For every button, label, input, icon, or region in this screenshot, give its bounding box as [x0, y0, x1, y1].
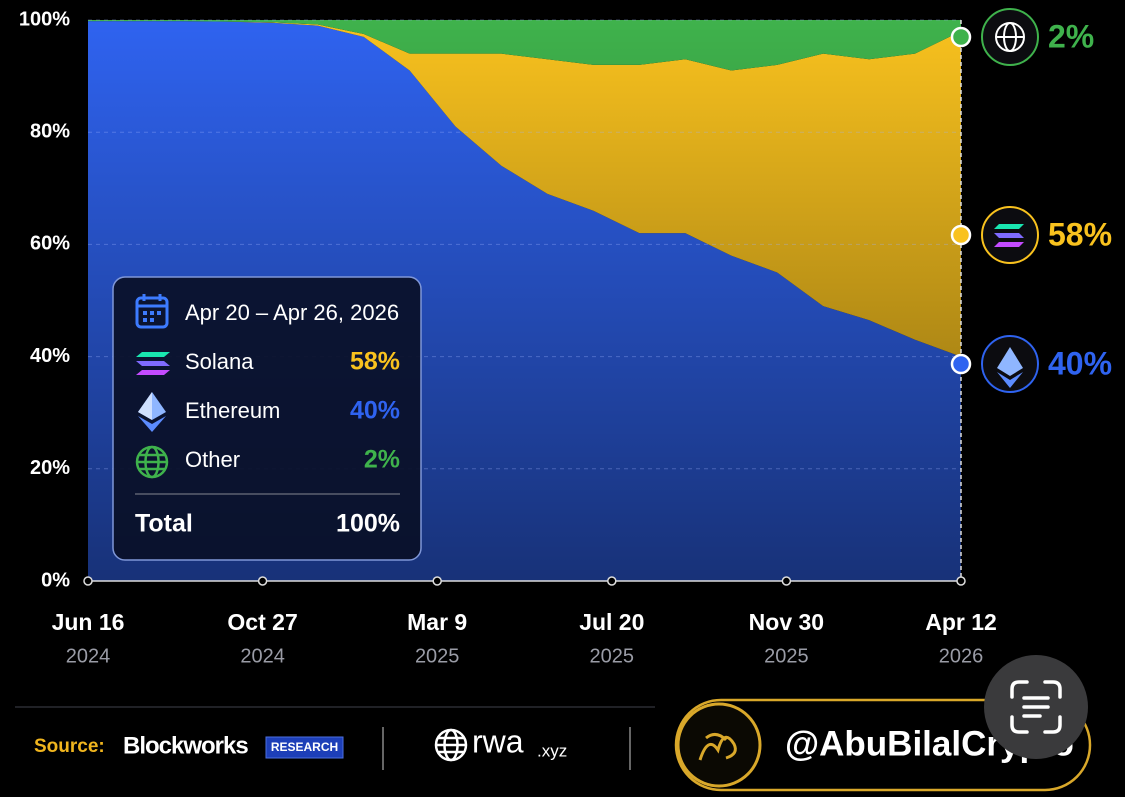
x-tick [432, 576, 442, 586]
x-tick [607, 576, 617, 586]
x-tick-year: 2024 [66, 645, 111, 667]
source-tag: RESEARCH [271, 740, 338, 754]
y-tick-label: 80% [30, 120, 70, 142]
partner: rwa [472, 723, 524, 759]
end-label: 58% [1048, 216, 1112, 252]
x-tick [257, 576, 268, 586]
x-tick-label: Jul 20 [579, 609, 644, 635]
tooltip-name: Other [185, 447, 240, 472]
tooltip-title: Apr 20 – Apr 26, 2026 [185, 300, 399, 325]
tooltip-total: 100% [336, 510, 400, 538]
badge-icon [994, 224, 1024, 229]
y-tick-label: 20% [30, 457, 70, 479]
tooltip-value: 2% [364, 446, 400, 474]
source: Blockworks [123, 732, 248, 759]
source-label: Source: [34, 736, 105, 757]
x-tick-year: 2025 [764, 645, 809, 667]
badge-icon [994, 242, 1024, 247]
x-tick [956, 576, 966, 586]
y-tick-label: 60% [30, 233, 70, 255]
x-tick-year: 2025 [415, 645, 460, 667]
x-tick-year: 2024 [240, 645, 285, 667]
partner-icon [434, 728, 468, 762]
badge-icon [994, 233, 1024, 238]
x-tick-label: Jun 16 [52, 609, 125, 635]
end-marker [950, 353, 972, 375]
x-tick-label: Apr 12 [925, 609, 997, 635]
x-tick-label: Mar 9 [407, 609, 467, 635]
x-tick-label: Nov 30 [749, 609, 824, 635]
x-tick-year: 2025 [590, 645, 635, 667]
end-label: 2% [1048, 18, 1094, 54]
tooltip-value: 58% [350, 348, 400, 376]
end-label: 40% [1048, 345, 1112, 381]
tooltip-box [112, 276, 422, 561]
x-tick-label: Oct 27 [227, 609, 297, 635]
x-tick-year: 2026 [939, 645, 984, 667]
badge-icon [997, 347, 1023, 376]
end-labels: 40% 58% 2% [950, 8, 1112, 393]
partner-suffix: .xyz [537, 741, 567, 760]
badge-icon [997, 372, 1023, 388]
x-tick [781, 576, 792, 586]
tooltip: Apr 20 – Apr 26, 2026 Solana 58% Ethereum 4… [112, 276, 422, 561]
tooltip-value: 40% [350, 397, 400, 425]
end-marker [950, 224, 972, 246]
tooltip-name: Ethereum [185, 398, 280, 423]
x-tick [83, 576, 93, 586]
calendar-icon [135, 294, 169, 329]
source-tag-box [265, 736, 344, 759]
footer: Source: Blockworks RESEARCH rwa .xyz @Ab… [15, 655, 1092, 792]
axes: 0% 20% 40% 60% 80% 100% Jun 16 2024 Oct 27 2024 Ma… [19, 8, 997, 667]
ethereum-icon [138, 392, 166, 432]
globe-icon [135, 445, 169, 479]
tooltip-name: Solana [185, 349, 254, 374]
y-tick-label: 0% [41, 569, 70, 591]
y-tick-label: 40% [30, 345, 70, 367]
tooltip-rows: Solana 58% Ethereum 40% Other 2% [185, 348, 400, 474]
scan-icon [1010, 680, 1062, 734]
y-tick-label: 100% [19, 8, 70, 30]
handle-logo-mark [698, 733, 737, 761]
tooltip-total-name: Total [135, 510, 193, 538]
end-marker [950, 26, 972, 48]
solana-icon [136, 352, 170, 375]
